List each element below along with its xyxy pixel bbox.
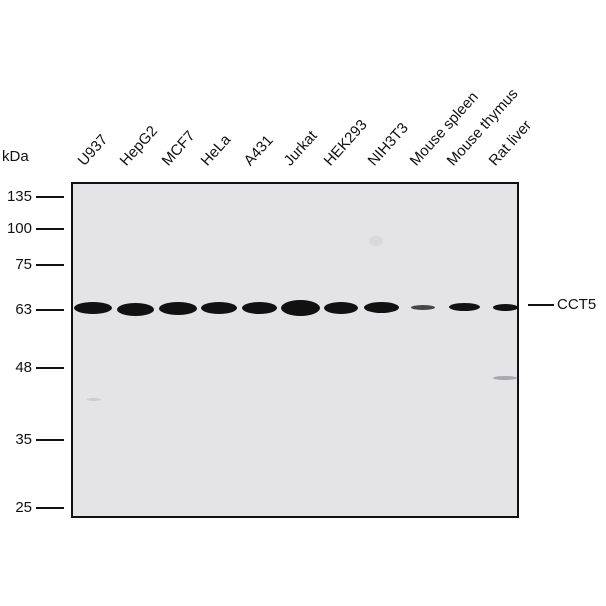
marker-tick	[36, 507, 64, 509]
band-rat-liver	[493, 304, 518, 311]
band-a431	[242, 302, 277, 314]
marker-label: 35	[15, 431, 32, 448]
target-pointer-line	[528, 304, 554, 306]
marker-tick	[36, 367, 64, 369]
lane-label-mcf7: MCF7	[158, 127, 199, 170]
blot-membrane	[71, 182, 519, 518]
marker-tick	[36, 264, 64, 266]
marker-label: 48	[15, 359, 32, 376]
band-mcf7	[159, 302, 197, 315]
lane-label-u937: U937	[74, 131, 112, 170]
marker-35: 35	[0, 431, 70, 449]
target-protein-label: CCT5	[557, 296, 597, 313]
marker-48: 48	[0, 359, 70, 377]
lane-label-hek293: HEK293	[320, 116, 371, 170]
marker-75: 75	[0, 256, 70, 274]
faint-lower-band-rat-liver	[493, 376, 517, 380]
marker-tick	[36, 309, 64, 311]
lane-label-hepg2: HepG2	[116, 122, 162, 170]
marker-label: 100	[6, 220, 32, 237]
marker-tick	[36, 196, 64, 198]
band-u937	[74, 302, 112, 314]
marker-label: 75	[15, 256, 32, 273]
marker-25: 25	[0, 499, 70, 517]
marker-label: 63	[15, 301, 32, 318]
band-nih3t3	[364, 302, 399, 313]
band-hepg2	[117, 303, 154, 316]
smudge-artifact	[87, 398, 101, 401]
marker-63: 63	[0, 301, 70, 319]
lane-label-a431: A431	[240, 131, 277, 170]
marker-100: 100	[0, 220, 70, 238]
marker-tick	[36, 439, 64, 441]
marker-135: 135	[0, 188, 70, 206]
lane-label-jurkat: Jurkat	[280, 127, 321, 170]
band-mouse-spleen	[411, 305, 435, 310]
band-jurkat	[281, 300, 320, 316]
band-hela	[201, 302, 237, 314]
lane-label-hela: HeLa	[197, 131, 235, 170]
kda-unit-label: kDa	[2, 148, 29, 165]
marker-label: 135	[6, 188, 32, 205]
band-mouse-thymus	[449, 303, 480, 311]
marker-label: 25	[15, 499, 32, 516]
smudge-artifact	[369, 236, 383, 246]
lane-label-nih3t3: NIH3T3	[364, 119, 412, 170]
marker-tick	[36, 228, 64, 230]
band-hek293	[324, 302, 358, 314]
